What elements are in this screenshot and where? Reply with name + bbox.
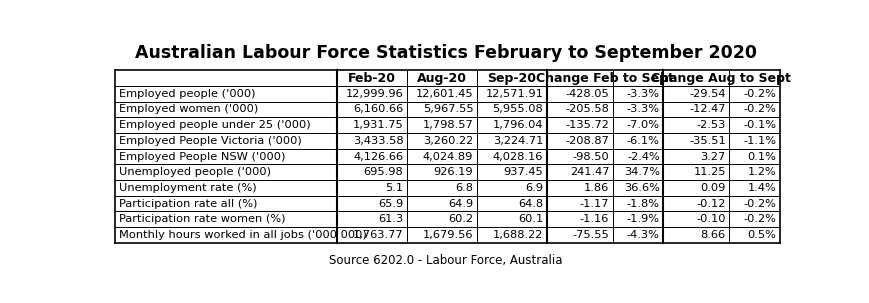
Text: 0.1%: 0.1% — [746, 152, 775, 161]
Text: -6.1%: -6.1% — [627, 136, 659, 146]
Text: 65.9: 65.9 — [378, 198, 403, 208]
Text: -1.16: -1.16 — [580, 214, 608, 224]
Text: Australian Labour Force Statistics February to September 2020: Australian Labour Force Statistics Febru… — [135, 44, 756, 62]
Text: 241.47: 241.47 — [569, 167, 608, 177]
Text: 8.66: 8.66 — [700, 230, 725, 240]
Text: 4,024.89: 4,024.89 — [422, 152, 473, 161]
Text: 1,679.56: 1,679.56 — [422, 230, 473, 240]
Text: Change Aug to Sept: Change Aug to Sept — [651, 72, 791, 85]
Text: -4.3%: -4.3% — [627, 230, 659, 240]
Text: Change Feb to Sept: Change Feb to Sept — [535, 72, 673, 85]
Text: -29.54: -29.54 — [688, 89, 725, 99]
Text: 937.45: 937.45 — [503, 167, 542, 177]
Text: Sep-20: Sep-20 — [487, 72, 535, 85]
Text: 0.09: 0.09 — [700, 183, 725, 193]
Text: -1.17: -1.17 — [579, 198, 608, 208]
Text: -7.0%: -7.0% — [626, 120, 659, 130]
Text: Employed people under 25 ('000): Employed people under 25 ('000) — [119, 120, 310, 130]
Text: Feb-20: Feb-20 — [348, 72, 395, 85]
Text: -2.4%: -2.4% — [627, 152, 659, 161]
Text: 64.8: 64.8 — [518, 198, 542, 208]
Text: 60.2: 60.2 — [448, 214, 473, 224]
Text: Participation rate women (%): Participation rate women (%) — [119, 214, 285, 224]
Text: Employed people ('000): Employed people ('000) — [119, 89, 255, 99]
Text: 5,955.08: 5,955.08 — [492, 105, 542, 115]
Text: 12,601.45: 12,601.45 — [415, 89, 473, 99]
Text: -1.9%: -1.9% — [626, 214, 659, 224]
Text: 6,160.66: 6,160.66 — [353, 105, 403, 115]
Text: Source 6202.0 - Labour Force, Australia: Source 6202.0 - Labour Force, Australia — [328, 254, 562, 267]
Text: 695.98: 695.98 — [363, 167, 403, 177]
Text: Employed People Victoria ('000): Employed People Victoria ('000) — [119, 136, 302, 146]
Text: -0.2%: -0.2% — [742, 214, 775, 224]
Text: 4,126.66: 4,126.66 — [353, 152, 403, 161]
Text: Aug-20: Aug-20 — [416, 72, 466, 85]
Text: 61.3: 61.3 — [378, 214, 403, 224]
Text: -428.05: -428.05 — [565, 89, 608, 99]
Text: 5,967.55: 5,967.55 — [422, 105, 473, 115]
Text: -35.51: -35.51 — [688, 136, 725, 146]
Text: Unemployed people ('000): Unemployed people ('000) — [119, 167, 270, 177]
Text: -0.2%: -0.2% — [742, 198, 775, 208]
Text: -2.53: -2.53 — [695, 120, 725, 130]
Text: -0.12: -0.12 — [695, 198, 725, 208]
Text: 3,260.22: 3,260.22 — [422, 136, 473, 146]
Text: -75.55: -75.55 — [572, 230, 608, 240]
Text: -0.2%: -0.2% — [742, 105, 775, 115]
Text: -0.10: -0.10 — [695, 214, 725, 224]
Text: Monthly hours worked in all jobs ('000 000): Monthly hours worked in all jobs ('000 0… — [119, 230, 366, 240]
Text: 1,763.77: 1,763.77 — [352, 230, 403, 240]
Text: 5.1: 5.1 — [385, 183, 403, 193]
Text: -3.3%: -3.3% — [626, 105, 659, 115]
Text: 12,571.91: 12,571.91 — [485, 89, 542, 99]
Text: 3,224.71: 3,224.71 — [492, 136, 542, 146]
Text: -1.8%: -1.8% — [626, 198, 659, 208]
Text: 36.6%: 36.6% — [623, 183, 659, 193]
Text: 64.9: 64.9 — [448, 198, 473, 208]
Text: 1.86: 1.86 — [583, 183, 608, 193]
Text: -98.50: -98.50 — [572, 152, 608, 161]
Text: 1,798.57: 1,798.57 — [422, 120, 473, 130]
Text: -135.72: -135.72 — [565, 120, 608, 130]
Text: Employed People NSW ('000): Employed People NSW ('000) — [119, 152, 285, 161]
Text: -205.58: -205.58 — [565, 105, 608, 115]
Text: 926.19: 926.19 — [433, 167, 473, 177]
Text: 3,433.58: 3,433.58 — [352, 136, 403, 146]
Text: Employed women ('000): Employed women ('000) — [119, 105, 258, 115]
Text: 1,688.22: 1,688.22 — [492, 230, 542, 240]
Text: 1,931.75: 1,931.75 — [352, 120, 403, 130]
Text: 12,999.96: 12,999.96 — [345, 89, 403, 99]
Text: 34.7%: 34.7% — [623, 167, 659, 177]
Text: 1.2%: 1.2% — [746, 167, 775, 177]
Text: 6.9: 6.9 — [525, 183, 542, 193]
Text: -0.1%: -0.1% — [742, 120, 775, 130]
Text: 3.27: 3.27 — [700, 152, 725, 161]
Text: Participation rate all (%): Participation rate all (%) — [119, 198, 257, 208]
Text: Unemployment rate (%): Unemployment rate (%) — [119, 183, 256, 193]
Text: -1.1%: -1.1% — [742, 136, 775, 146]
Text: 60.1: 60.1 — [517, 214, 542, 224]
Text: 1,796.04: 1,796.04 — [492, 120, 542, 130]
Text: -0.2%: -0.2% — [742, 89, 775, 99]
Text: -12.47: -12.47 — [688, 105, 725, 115]
Text: 11.25: 11.25 — [693, 167, 725, 177]
Text: 4,028.16: 4,028.16 — [492, 152, 542, 161]
Text: 6.8: 6.8 — [454, 183, 473, 193]
Text: 0.5%: 0.5% — [746, 230, 775, 240]
Text: -208.87: -208.87 — [565, 136, 608, 146]
Text: -3.3%: -3.3% — [626, 89, 659, 99]
Text: 1.4%: 1.4% — [746, 183, 775, 193]
